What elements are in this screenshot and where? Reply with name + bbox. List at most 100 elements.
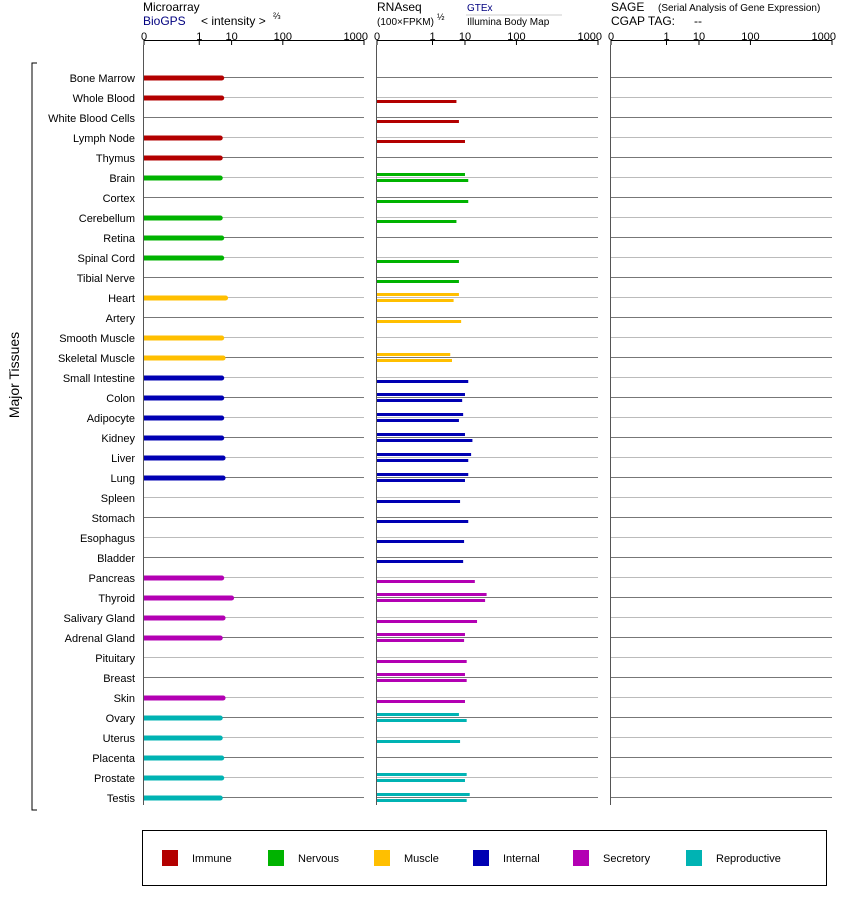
microarray-bar bbox=[144, 395, 222, 401]
tissue-label: Lymph Node bbox=[73, 133, 135, 145]
sage-tick-label: 100 bbox=[741, 31, 759, 43]
microarray-bar bbox=[144, 335, 222, 341]
rnaseq-bar bbox=[377, 200, 469, 203]
microarray-bar-cap bbox=[217, 635, 223, 641]
microarray-bar-cap bbox=[217, 155, 223, 161]
rnaseq-bar bbox=[377, 179, 469, 182]
cgap-tag-value: -- bbox=[694, 14, 702, 28]
tissue-label: Spinal Cord bbox=[78, 253, 135, 265]
microarray-bar bbox=[144, 255, 222, 261]
rnaseq-bar bbox=[377, 740, 461, 743]
rnaseq-bar bbox=[377, 620, 478, 623]
rnaseq-tick-label: 10 bbox=[459, 31, 471, 43]
microarray-bar bbox=[144, 475, 224, 481]
tissue-label: Breast bbox=[103, 673, 135, 685]
tissue-label: Esophagus bbox=[80, 533, 136, 545]
microarray-bar-cap bbox=[219, 335, 225, 341]
microarray-bar bbox=[144, 215, 221, 221]
tissue-label: Small Intestine bbox=[63, 373, 135, 385]
rnaseq-bar bbox=[377, 773, 467, 776]
rnaseq-bar bbox=[377, 260, 459, 263]
tissue-label: Brain bbox=[109, 173, 135, 185]
rnaseq-bar bbox=[377, 220, 457, 223]
axes: 0 1 10 100 1000 0 1 10 100 1000 0 1 10 100 1000 bbox=[141, 31, 836, 805]
microarray-bar bbox=[144, 435, 222, 441]
tissue-label: Kidney bbox=[101, 433, 135, 445]
microarray-unit-exponent: ⅔ bbox=[273, 11, 281, 21]
rnaseq-bar bbox=[377, 473, 469, 476]
rnaseq-bar bbox=[377, 140, 465, 143]
legend-label-muscle: Muscle bbox=[404, 853, 439, 865]
microarray-bar bbox=[144, 375, 222, 381]
rnaseq-bar bbox=[377, 520, 469, 523]
microarray-bar-cap bbox=[219, 235, 225, 241]
microarray-bar-cap bbox=[220, 355, 226, 361]
rnaseq-bar bbox=[377, 353, 451, 356]
rows bbox=[144, 77, 832, 798]
microarray-tick-label: 100 bbox=[274, 31, 292, 43]
legend: Immune Nervous Muscle Internal Secretory Repr… bbox=[162, 850, 781, 866]
rnaseq-bar bbox=[377, 793, 470, 796]
rnaseq-bar bbox=[377, 593, 487, 596]
tissue-label: Pancreas bbox=[89, 573, 136, 585]
cgap-tag-label: CGAP TAG: bbox=[611, 14, 675, 28]
rnaseq-bar bbox=[377, 719, 467, 722]
tissue-label: Thymus bbox=[96, 153, 136, 165]
microarray-bar bbox=[144, 415, 222, 421]
microarray-bar-cap bbox=[217, 135, 223, 141]
tissue-label: Skeletal Muscle bbox=[58, 353, 135, 365]
microarray-unit: < intensity > bbox=[201, 14, 266, 28]
microarray-bar bbox=[144, 695, 224, 701]
rnaseq-bar bbox=[377, 320, 462, 323]
legend-swatch-immune bbox=[162, 850, 178, 866]
microarray-bar bbox=[144, 355, 224, 361]
rnaseq-bar bbox=[377, 280, 459, 283]
legend-label-internal: Internal bbox=[503, 853, 540, 865]
tissue-label: Smooth Muscle bbox=[59, 333, 135, 345]
microarray-bar bbox=[144, 595, 232, 601]
rnaseq-bar bbox=[377, 120, 459, 123]
rnaseq-bar bbox=[377, 779, 465, 782]
tissue-label: Liver bbox=[111, 453, 135, 465]
rnaseq-tick-label: 100 bbox=[507, 31, 525, 43]
sage-tick-label: 1000 bbox=[812, 31, 836, 43]
tissue-label: Prostate bbox=[94, 773, 135, 785]
microarray-bar-cap bbox=[219, 95, 225, 101]
sage-header: SAGE (Serial Analysis of Gene Expression… bbox=[611, 0, 820, 28]
rnaseq-bar bbox=[377, 479, 465, 482]
rnaseq-bar bbox=[377, 673, 465, 676]
microarray-bar bbox=[144, 95, 222, 101]
microarray-header: Microarray BioGPS < intensity > ⅔ bbox=[143, 0, 281, 28]
microarray-bar-cap bbox=[223, 295, 229, 301]
legend-swatch-secretory bbox=[573, 850, 589, 866]
legend-label-reproductive: Reproductive bbox=[716, 853, 781, 865]
tissue-label: Tibial Nerve bbox=[77, 273, 135, 285]
microarray-bar-cap bbox=[219, 375, 225, 381]
rnaseq-bar bbox=[377, 700, 465, 703]
legend-swatch-internal bbox=[473, 850, 489, 866]
rnaseq-bar bbox=[377, 599, 486, 602]
microarray-bar bbox=[144, 235, 222, 241]
microarray-tick-label: 10 bbox=[225, 31, 237, 43]
microarray-bar-cap bbox=[217, 715, 223, 721]
legend-swatch-muscle bbox=[374, 850, 390, 866]
rnaseq-tick-label: 0 bbox=[374, 31, 380, 43]
rnaseq-bar bbox=[377, 713, 459, 716]
microarray-bar-cap bbox=[229, 595, 235, 601]
microarray-bar-cap bbox=[217, 795, 223, 801]
microarray-bar bbox=[144, 795, 221, 801]
tissue-label: Artery bbox=[106, 313, 136, 325]
legend-label-immune: Immune bbox=[192, 853, 232, 865]
tissue-label: Lung bbox=[111, 473, 135, 485]
rnaseq-bar bbox=[377, 580, 475, 583]
rnaseq-tick-label: 1000 bbox=[578, 31, 602, 43]
sage-tick-label: 0 bbox=[608, 31, 614, 43]
rnaseq-bar bbox=[377, 399, 463, 402]
legend-swatch-reproductive bbox=[686, 850, 702, 866]
microarray-bar-cap bbox=[219, 575, 225, 581]
tissue-label: Adipocyte bbox=[87, 413, 135, 425]
microarray-bar-cap bbox=[219, 255, 225, 261]
rnaseq-title: RNAseq bbox=[377, 0, 422, 14]
rnaseq-bar bbox=[377, 173, 465, 176]
